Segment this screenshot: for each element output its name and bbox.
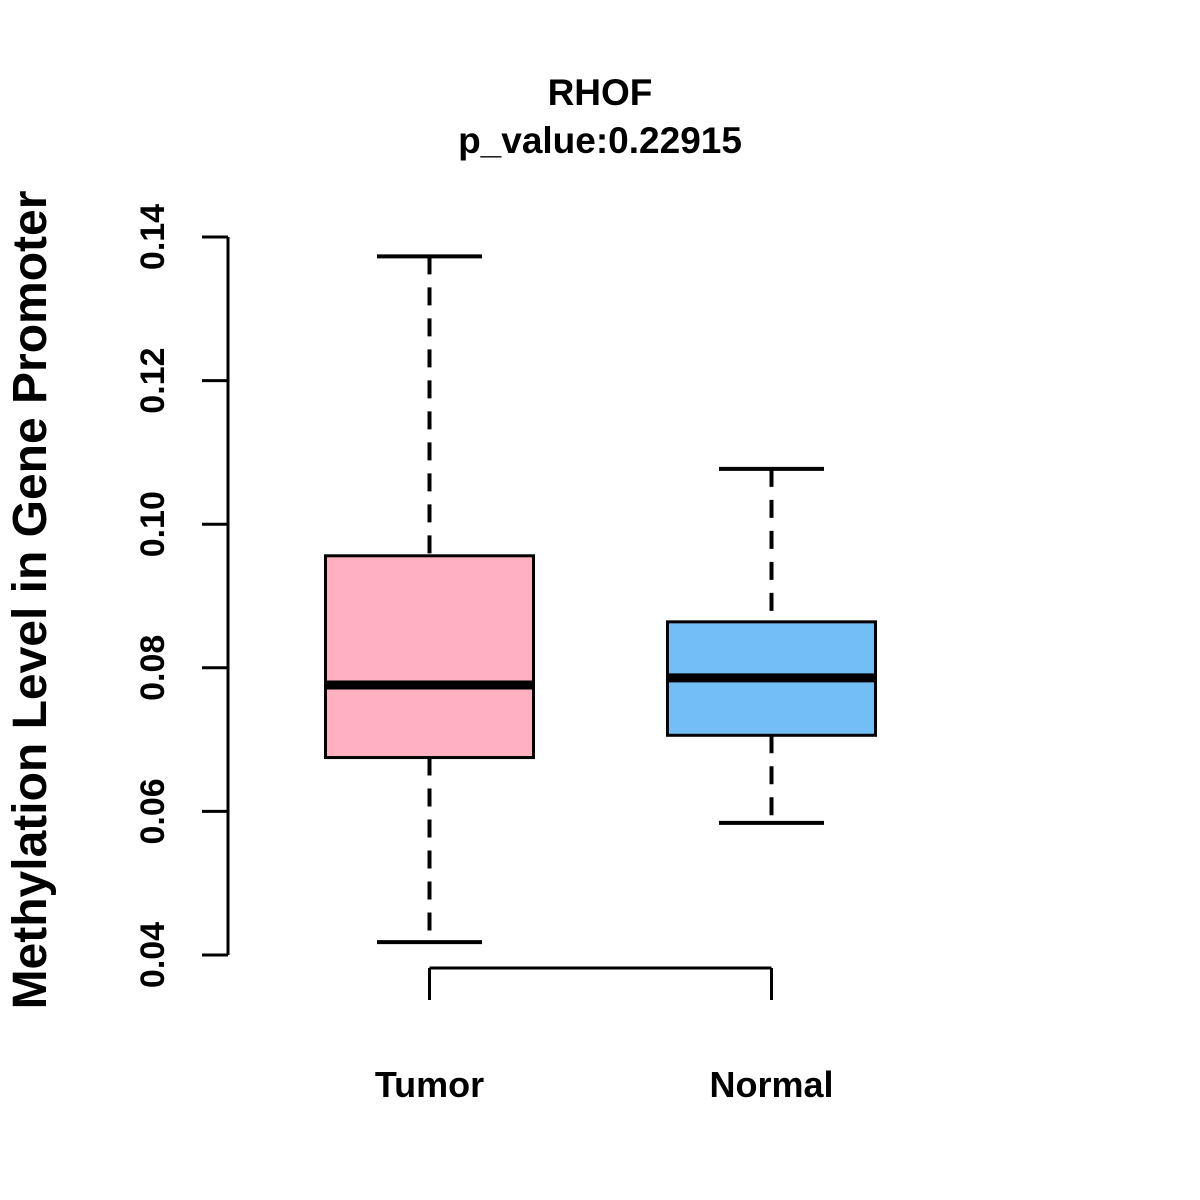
chart-subtitle: p_value:0.22915 <box>458 120 742 161</box>
box-tumor <box>324 554 535 760</box>
plot-area: 0.04 0.06 0.08 0.10 0.12 0.14 Tumor Normal <box>134 204 877 1105</box>
y-axis-tick-label: 0.08 <box>134 635 172 701</box>
y-axis-tick-label: 0.12 <box>134 348 172 414</box>
y-axis-tick-label: 0.10 <box>134 491 172 557</box>
x-tick-label-normal: Normal <box>709 1064 833 1105</box>
y-axis-tick-label: 0.14 <box>134 204 172 270</box>
y-axis-tick-label: 0.04 <box>134 922 172 988</box>
y-axis-label: Methylation Level in Gene Promoter <box>4 191 57 1010</box>
x-tick-label-tumor: Tumor <box>375 1064 484 1105</box>
chart-title: RHOF <box>548 72 653 113</box>
y-axis-tick-label: 0.06 <box>134 778 172 844</box>
